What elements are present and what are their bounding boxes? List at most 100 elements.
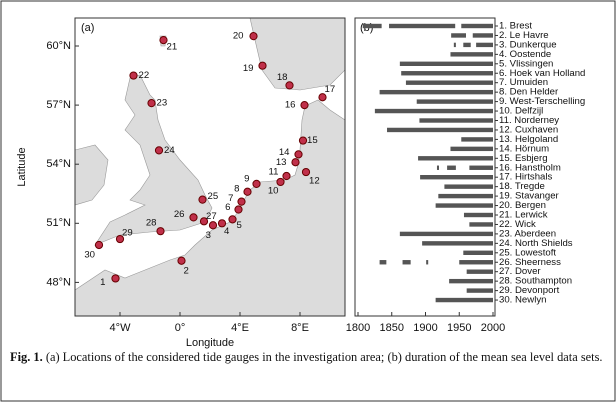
- station-name: 15. Esbjerg: [499, 153, 548, 164]
- station-name: 8. Den Helder: [499, 87, 559, 98]
- station-number: 26: [174, 209, 185, 220]
- station-number: 29: [122, 228, 133, 239]
- station-marker: [129, 71, 138, 80]
- station-marker: [199, 217, 209, 226]
- station-number: 11: [269, 167, 279, 178]
- y-tick-label: 48°N: [46, 276, 71, 288]
- station-name: 19. Stavanger: [499, 191, 560, 202]
- duration-bar: [466, 269, 493, 274]
- station-name: 13. Helgoland: [499, 134, 558, 145]
- station-name: 5. Vlissingen: [499, 58, 553, 69]
- station-name: 2. Le Havre: [499, 30, 549, 41]
- duration-bar: [472, 33, 493, 38]
- station-name: 25. Lowestoft: [499, 247, 556, 258]
- station-number: 13: [276, 157, 287, 168]
- duration-bar: [435, 297, 493, 303]
- station-number: 1: [100, 277, 105, 288]
- station-marker: [318, 93, 327, 102]
- caption-text: (a) Locations of the considered tide gau…: [45, 350, 603, 364]
- station-marker: [301, 167, 311, 177]
- station-name: 16. Hanstholm: [499, 162, 561, 173]
- station-number: 18: [277, 72, 288, 83]
- station-number: 9: [244, 173, 249, 184]
- duration-bar: [459, 260, 493, 265]
- x-tick-label: 4°E: [231, 322, 249, 334]
- x-tick-label: 1900: [413, 322, 437, 334]
- station-name: 1. Brest: [499, 21, 532, 32]
- station-name: 26. Sheerness: [499, 257, 561, 268]
- station-marker: [147, 99, 156, 108]
- station-number: 14: [279, 147, 290, 158]
- station-name: 30. Newlyn: [499, 295, 546, 306]
- caption: Fig. 1. (a) Locations of the considered …: [10, 346, 610, 368]
- station-name: 17. Hirtshals: [499, 172, 553, 183]
- station-marker: [228, 215, 237, 224]
- duration-bar: [422, 241, 493, 246]
- station-marker: [285, 81, 294, 90]
- station-number: 16: [285, 100, 296, 111]
- station-name: 6. Hoek van Holland: [499, 68, 585, 79]
- x-axis-label: Longitude: [186, 337, 234, 349]
- duration-bar: [435, 203, 493, 208]
- station-marker: [243, 187, 252, 196]
- station-number: 5: [237, 220, 242, 231]
- station-marker: [94, 240, 104, 250]
- station-name: 21. Lerwick: [499, 210, 548, 221]
- duration-bar: [379, 89, 493, 95]
- station-name: 14. Hörnum: [499, 143, 549, 154]
- station-name: 11. Norderney: [499, 115, 559, 126]
- station-number: 23: [157, 98, 168, 109]
- station-name: 9. West-Terschelling: [499, 96, 585, 107]
- map-frame: [74, 17, 346, 317]
- station-marker: [237, 197, 246, 206]
- station-marker: [111, 274, 120, 283]
- y-tick-label: 54°N: [46, 158, 71, 170]
- station-number: 17: [325, 84, 336, 95]
- x-tick-label: 2000: [481, 322, 505, 334]
- station-marker: [291, 158, 300, 167]
- station-marker: [249, 32, 258, 41]
- x-tick-label: 1800: [346, 322, 370, 334]
- duration-bar: [419, 118, 493, 123]
- duration-bar: [451, 33, 466, 38]
- duration-bar: [420, 175, 493, 180]
- station-name: 18. Tregde: [499, 181, 545, 192]
- duration-bar: [387, 127, 493, 133]
- station-name: 29. Devonport: [499, 285, 560, 296]
- station-number: 6: [225, 202, 230, 213]
- station-marker: [115, 234, 125, 244]
- duration-bar: [463, 250, 493, 255]
- y-tick-label: 51°N: [46, 217, 71, 229]
- station-marker: [217, 219, 227, 228]
- duration-bar: [447, 165, 456, 170]
- station-number: 20: [233, 31, 244, 42]
- station-number: 10: [268, 185, 279, 196]
- duration-bar: [405, 80, 493, 85]
- x-tick-label: 0°: [175, 322, 186, 334]
- duration-bar: [461, 137, 493, 142]
- station-marker: [198, 195, 207, 204]
- station-name: 23. Aberdeen: [499, 228, 556, 239]
- station-number: 24: [164, 145, 175, 156]
- station-marker: [154, 146, 164, 155]
- station-marker: [208, 221, 218, 230]
- station-number: 4: [224, 226, 230, 237]
- station-number: 15: [307, 135, 318, 146]
- station-marker: [177, 256, 186, 265]
- duration-bar: [374, 108, 493, 114]
- duration-bar: [466, 288, 493, 293]
- station-marker: [234, 205, 243, 214]
- station-name: 27. Dover: [499, 266, 541, 277]
- station-name: 24. North Shields: [499, 238, 573, 249]
- duration-bar: [444, 184, 493, 189]
- map-land: [75, 18, 345, 316]
- station-number: 21: [167, 42, 178, 53]
- duration-bar: [389, 23, 456, 29]
- caption-label: Fig. 1.: [10, 350, 43, 364]
- y-tick-label: 57°N: [46, 99, 71, 111]
- duration-bar: [449, 278, 493, 284]
- station-name: 10. Delfzijl: [499, 106, 543, 117]
- duration-bar: [438, 193, 493, 199]
